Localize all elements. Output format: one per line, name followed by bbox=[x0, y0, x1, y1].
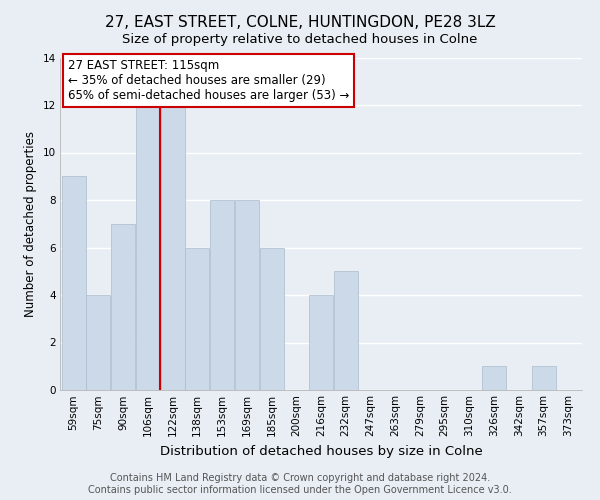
Bar bbox=[532, 366, 556, 390]
Text: 27, EAST STREET, COLNE, HUNTINGDON, PE28 3LZ: 27, EAST STREET, COLNE, HUNTINGDON, PE28… bbox=[104, 15, 496, 30]
Bar bbox=[210, 200, 234, 390]
Bar bbox=[260, 248, 284, 390]
Text: Size of property relative to detached houses in Colne: Size of property relative to detached ho… bbox=[122, 32, 478, 46]
Bar bbox=[185, 248, 209, 390]
Y-axis label: Number of detached properties: Number of detached properties bbox=[24, 130, 37, 317]
Bar bbox=[86, 295, 110, 390]
X-axis label: Distribution of detached houses by size in Colne: Distribution of detached houses by size … bbox=[160, 444, 482, 458]
Bar bbox=[334, 271, 358, 390]
Bar bbox=[136, 105, 160, 390]
Bar bbox=[161, 105, 185, 390]
Bar bbox=[309, 295, 333, 390]
Bar bbox=[62, 176, 86, 390]
Text: Contains HM Land Registry data © Crown copyright and database right 2024.
Contai: Contains HM Land Registry data © Crown c… bbox=[88, 474, 512, 495]
Bar bbox=[111, 224, 135, 390]
Bar bbox=[235, 200, 259, 390]
Bar bbox=[482, 366, 506, 390]
Text: 27 EAST STREET: 115sqm
← 35% of detached houses are smaller (29)
65% of semi-det: 27 EAST STREET: 115sqm ← 35% of detached… bbox=[68, 59, 349, 102]
